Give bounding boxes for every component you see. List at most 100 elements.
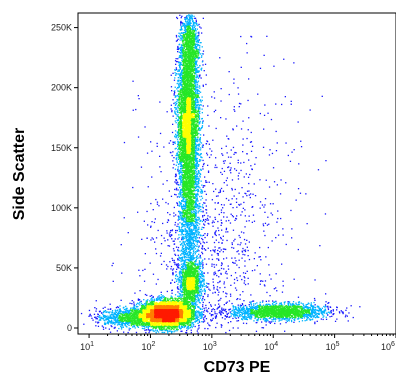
data-point (196, 106, 198, 109)
data-point (194, 183, 196, 185)
data-point (200, 317, 203, 319)
data-point (198, 52, 200, 54)
data-point (211, 258, 214, 261)
data-point (195, 215, 197, 218)
data-point (235, 289, 238, 291)
data-point (195, 71, 197, 73)
data-point (304, 306, 307, 308)
data-point (203, 299, 206, 301)
data-point (180, 167, 182, 170)
data-point (199, 154, 201, 156)
data-point (174, 101, 176, 104)
data-point (226, 177, 228, 179)
data-point (203, 307, 205, 309)
data-point (197, 52, 199, 54)
data-point (242, 309, 244, 311)
data-point (180, 170, 182, 172)
data-point (187, 24, 189, 27)
data-point (217, 307, 219, 309)
data-point (186, 332, 188, 334)
data-point (181, 57, 183, 59)
data-point (224, 310, 226, 312)
data-point (217, 195, 219, 197)
data-point (182, 193, 184, 196)
data-point (188, 245, 190, 248)
data-point (215, 317, 217, 319)
data-point (167, 203, 169, 205)
data-point (182, 265, 184, 267)
data-point (221, 311, 223, 313)
data-point (192, 233, 194, 235)
data-point (184, 266, 186, 268)
data-point (311, 309, 314, 311)
data-point (183, 249, 186, 251)
data-point (198, 33, 200, 35)
data-point (233, 195, 235, 197)
data-point (195, 263, 197, 266)
data-point (217, 306, 219, 308)
data-point (199, 76, 201, 78)
data-point (214, 304, 216, 306)
data-point (310, 305, 312, 307)
data-point (226, 273, 228, 275)
data-point (215, 188, 217, 190)
data-point (174, 181, 176, 183)
data-point (172, 160, 174, 162)
data-point (160, 291, 162, 293)
data-point (201, 273, 203, 276)
data-point (234, 272, 237, 274)
data-point (310, 309, 312, 311)
data-point (303, 304, 305, 306)
data-point (190, 22, 192, 24)
data-point (199, 291, 201, 293)
data-point (243, 276, 245, 278)
data-point (109, 314, 111, 316)
data-point (198, 132, 200, 135)
data-point (195, 49, 198, 51)
data-point (180, 84, 182, 87)
data-point (179, 55, 181, 57)
data-point (110, 325, 112, 327)
data-point (184, 18, 186, 20)
data-point (184, 227, 186, 230)
data-point (244, 250, 247, 253)
data-point (284, 317, 287, 320)
data-point (219, 191, 221, 193)
data-point (230, 295, 232, 297)
data-point (141, 307, 143, 309)
data-point (247, 277, 249, 279)
data-point (104, 310, 107, 312)
data-point (180, 260, 182, 263)
data-point (174, 86, 176, 88)
data-point (102, 313, 104, 316)
data-point (246, 307, 248, 309)
data-point (159, 166, 161, 168)
data-point (217, 227, 219, 229)
data-point (197, 294, 200, 296)
data-point (199, 317, 201, 319)
data-point (108, 316, 110, 318)
data-point (200, 295, 202, 297)
data-point (216, 166, 218, 169)
data-point (250, 165, 252, 167)
data-point (127, 311, 129, 313)
data-point (180, 21, 182, 24)
data-point (212, 308, 214, 310)
data-point (119, 309, 121, 311)
data-point (204, 190, 206, 193)
data-point (199, 149, 202, 151)
data-point (193, 32, 195, 34)
data-point (227, 166, 229, 169)
data-point (180, 165, 182, 167)
data-point (198, 294, 200, 296)
data-point (194, 131, 196, 133)
data-point (175, 280, 178, 282)
data-point (238, 308, 240, 310)
data-point (201, 206, 204, 208)
data-point (193, 254, 195, 256)
data-point (280, 179, 282, 181)
data-point (190, 264, 192, 266)
data-point (180, 81, 182, 83)
data-point (195, 86, 197, 88)
data-point (198, 106, 200, 108)
